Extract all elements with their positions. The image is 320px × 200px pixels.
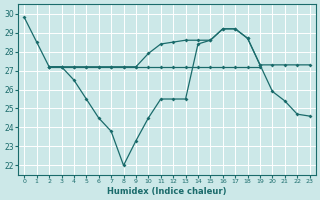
- X-axis label: Humidex (Indice chaleur): Humidex (Indice chaleur): [107, 187, 227, 196]
